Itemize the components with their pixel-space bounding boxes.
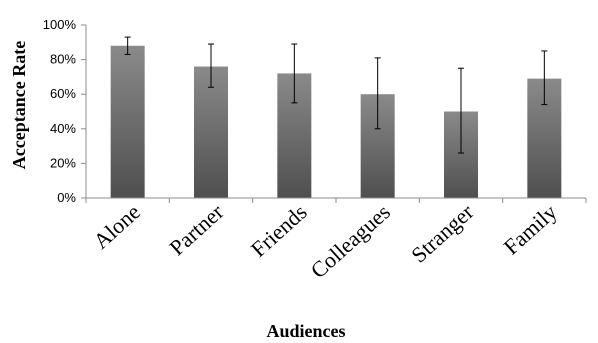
- y-tick-label: 20%: [50, 155, 76, 170]
- category-label: Friends: [246, 199, 312, 262]
- bar: [194, 66, 228, 199]
- bars: [110, 45, 562, 199]
- y-tick-label: 100%: [43, 17, 77, 32]
- y-tick-label: 60%: [50, 86, 76, 101]
- y-tick-label: 40%: [50, 121, 76, 136]
- error-bars: [124, 36, 548, 154]
- category-label: Stranger: [406, 199, 479, 268]
- category-label: Partner: [164, 199, 228, 261]
- bar: [110, 45, 145, 199]
- y-axis-title: Acceptance Rate: [9, 41, 29, 169]
- y-axis: 0% 20% 40% 60% 80% 100%: [43, 17, 87, 205]
- x-axis-title: Audiences: [266, 321, 345, 341]
- category-label: Family: [499, 199, 562, 259]
- y-tick-label: 0%: [57, 190, 76, 205]
- y-tick-label: 80%: [50, 52, 76, 67]
- category-label: Colleagues: [306, 199, 395, 283]
- category-label: Alone: [88, 199, 145, 254]
